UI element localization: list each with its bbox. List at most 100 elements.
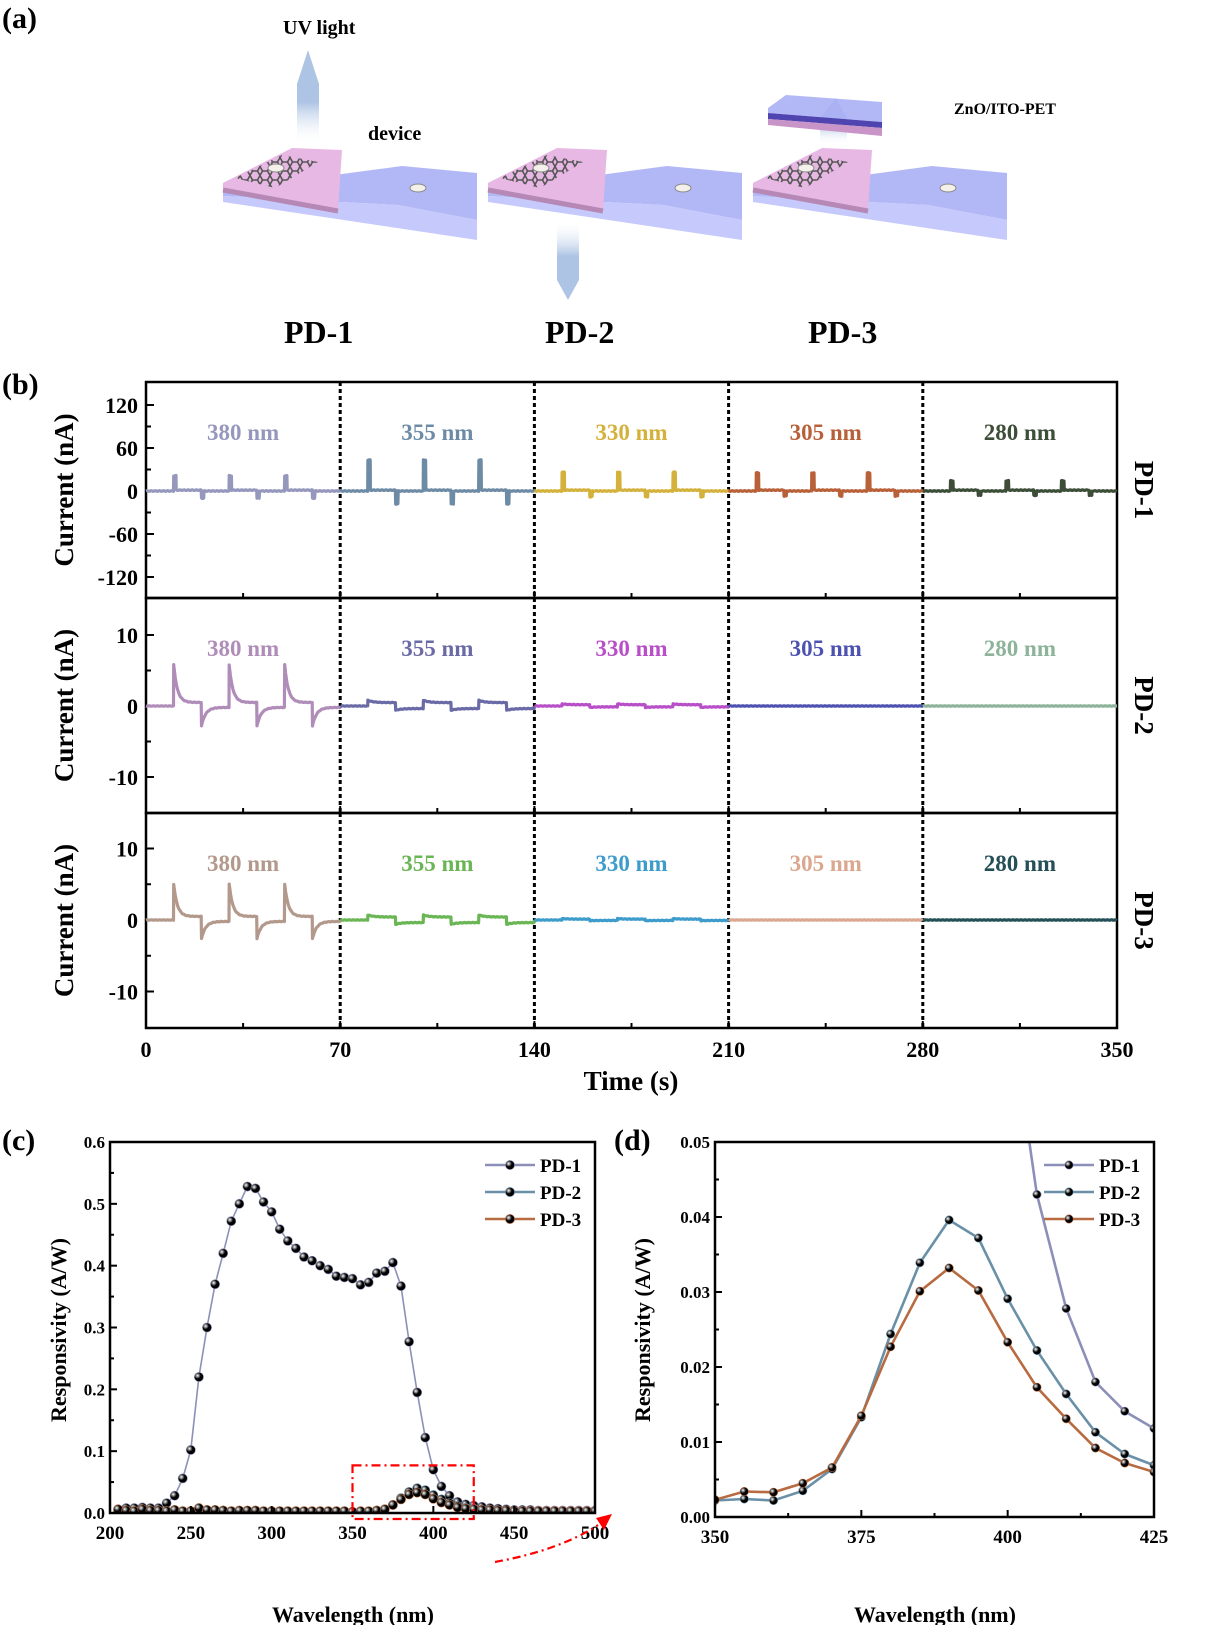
y-tick-label: 0.01 [680,1433,710,1452]
y-tick-label: 0.3 [84,1319,105,1338]
wavelength-label: 330 nm [595,851,667,876]
data-point [323,1264,334,1275]
data-point [856,1411,866,1421]
photocurrent-trace [338,698,536,712]
legend-marker [1064,1160,1074,1170]
filter-label: ZnO/ITO-PET [954,101,1056,118]
substrate-side [753,196,1007,240]
panel-d-ylabel: Responsivity (A/W) [630,1238,655,1422]
series-line [117,1185,595,1512]
plot-frame [108,1140,597,1515]
data-point [944,1263,954,1273]
data-point [177,1473,188,1484]
data-point [739,1494,749,1504]
series-line [715,1266,1154,1502]
substrate-side [488,196,742,240]
data-point [1003,1337,1013,1347]
device-label: device [368,123,421,145]
data-point [769,1487,779,1497]
data-point [915,1286,925,1296]
uv-arrow-down-pd2 [557,220,579,300]
subplot-device-label: PD-3 [1129,891,1159,949]
filter-zno-layer [768,113,882,128]
data-point [436,1481,447,1492]
data-point [388,1500,398,1510]
series-line [1028,1142,1154,1430]
substrate-side [223,196,477,240]
subplot-pd-1: 120 60 0 -60 -120 Current (nA) PD-1 380 nm 355 n… [49,380,1159,600]
y-tick-label: 10 [116,623,138,648]
subplot-pd-2: 10 0 -10 Current (nA) PD-2 380 nm 355 nm 330 nm… [49,596,1159,815]
data-point [798,1486,808,1496]
data-point [798,1478,808,1488]
y-tick-label: 0 [127,908,138,933]
y-tick-label: 0 [127,694,138,719]
wavelength-label: 280 nm [984,636,1056,661]
wavelength-label: 280 nm [984,420,1056,445]
subplot-pd-3: 10 0 -10 Current (nA) PD-3 380 nm 355 nm 330 nm… [49,811,1159,1030]
data-point [347,1273,358,1284]
y-tick-label: -120 [98,565,138,590]
subplot-device-label: PD-2 [1129,676,1159,734]
panel-b-photocurrent: (b) 120 60 0 -60 -120 Current (nA) PD-1 380 nm 3… [2,368,1159,1096]
series-pd-1 [1028,1142,1154,1433]
uv-arrow-up-pd1 [297,50,319,145]
legend: PD-1 PD-2 PD-3 [485,1156,581,1231]
data-point [331,1271,342,1282]
y-tick-label: 0.2 [84,1380,105,1399]
data-point [396,1494,406,1505]
wavelength-label: 355 nm [401,851,473,876]
active-layer-edge [752,187,869,214]
data-point [412,1387,423,1398]
data-point [291,1243,301,1254]
data-point [388,1257,398,1268]
data-point [404,1336,414,1347]
data-point [1090,1427,1100,1437]
x-tick-label: 200 [96,1523,125,1544]
data-point [210,1279,220,1290]
device-schematic-pd3 [752,148,1007,240]
y-tick-label: 0.04 [680,1208,710,1227]
data-point [307,1255,317,1266]
subplot-device-label: PD-1 [1129,461,1159,519]
data-point [1090,1377,1100,1387]
wavelength-label: 380 nm [207,851,279,876]
data-point [363,1277,374,1288]
data-point [769,1496,779,1506]
x-tick-label: 375 [847,1527,876,1548]
device-schematic-pd1 [222,148,477,240]
data-point [404,1489,414,1500]
data-point [242,1181,253,1192]
photocurrent-trace [144,662,342,728]
data-point [739,1487,749,1497]
x-tick-label: 400 [419,1523,448,1544]
wavelength-label: 280 nm [984,851,1056,876]
electrode-top [797,163,815,173]
panel-d-xlabel: Wavelength (nm) [854,1602,1016,1625]
wavelength-label: 380 nm [207,420,279,445]
legend-label: PD-1 [540,1156,581,1177]
electrode-substrate [939,183,957,193]
panel-b-label: (b) [2,368,39,401]
electrode-top [267,163,285,173]
y-tick-label: 0.05 [680,1133,710,1152]
data-point [886,1329,896,1339]
x-tick-label: 70 [329,1037,351,1062]
data-point [1032,1382,1042,1392]
device-name-pd2: PD-2 [545,314,614,350]
uv-light-label: UV light [283,17,356,39]
y-tick-label: 0.0 [84,1504,105,1523]
photocurrent-trace [533,916,730,923]
data-point [420,1489,431,1500]
substrate-top [488,166,742,220]
legend-label: PD-3 [540,1210,581,1231]
data-point [169,1490,180,1501]
y-tick-label: 0 [127,479,138,504]
data-point [1120,1406,1130,1416]
panel-d-label: (d) [614,1124,651,1157]
active-layer-edge [222,187,339,214]
data-point [915,1258,925,1268]
photocurrent-trace [338,458,536,506]
data-point [315,1260,326,1271]
panel-c-ylabel: Responsivity (A/W) [46,1238,71,1422]
